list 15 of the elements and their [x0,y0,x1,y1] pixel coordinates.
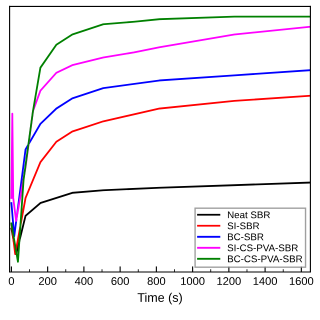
x-tick-label: 1600 [290,277,314,286]
x-tick-label: 400 [74,277,93,286]
x-tick-label: 1000 [181,277,205,286]
x-tick-label: 1200 [217,277,241,286]
legend-label: Neat SBR [228,211,270,218]
legend-label: SI-SBR [228,222,260,230]
legend-label: BC-CS-PVA-SBR [228,255,302,262]
x-tick-label: 600 [111,277,129,286]
x-tick-label: 1400 [254,277,278,286]
x-tick-label: 200 [38,277,56,286]
x-tick-label: 0 [8,277,14,286]
legend-label: SI-CS-PVA-SBR [228,244,298,252]
x-axis-title: Time (s) [138,292,182,304]
legend-label: BC-SBR [228,233,264,240]
x-tick-label: 800 [148,277,166,286]
